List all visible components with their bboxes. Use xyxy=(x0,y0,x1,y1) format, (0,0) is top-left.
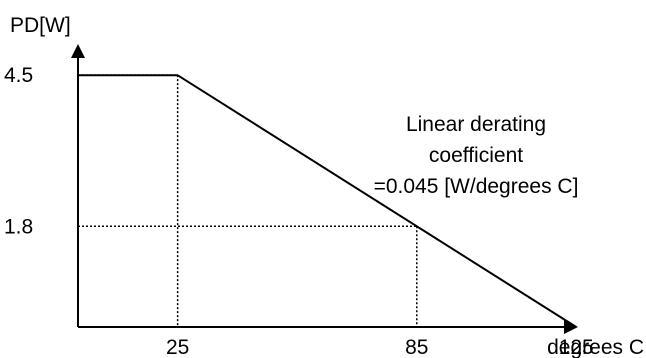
y-axis-label: PD[W] xyxy=(10,14,71,37)
derating-annotation: Linear derating coefficient =0.045 [W/de… xyxy=(374,113,579,198)
x-tick-label-0: 25 xyxy=(166,336,189,358)
derating-curve-0 xyxy=(78,74,577,328)
y-tick-label-0: 4.5 xyxy=(4,64,33,87)
reference-lines xyxy=(78,74,418,327)
series-group xyxy=(78,74,577,328)
y-tick-label-1: 1.8 xyxy=(4,215,33,238)
x-tick-label-1: 85 xyxy=(405,336,428,358)
tick-labels: 25 85 125 4.5 1.8 xyxy=(4,64,594,358)
annotation-line-2: coefficient xyxy=(429,144,523,167)
annotation-line-1: Linear derating xyxy=(406,113,546,136)
annotation-line-3: =0.045 [W/degrees C] xyxy=(374,175,579,198)
x-axis-label: degrees C xyxy=(547,336,644,358)
x-tick-label-2: 125 xyxy=(559,336,594,358)
